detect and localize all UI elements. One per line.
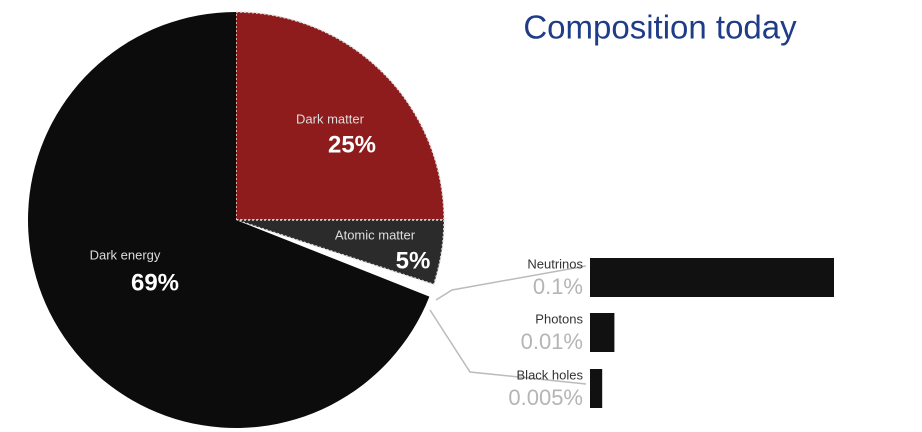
chart-title: Composition today (523, 9, 797, 46)
bar (590, 258, 834, 297)
leader-line (429, 309, 587, 385)
pie-slice (235, 219, 445, 286)
pie-slice (235, 11, 445, 221)
slice-label: Atomic matter (335, 227, 416, 242)
bar-value-label: 0.01% (521, 329, 583, 354)
pie-slice (28, 12, 430, 428)
slice-label: Dark matter (296, 111, 365, 126)
bar-label: Black holes (517, 367, 584, 382)
bar-value-label: 0.005% (508, 385, 583, 410)
slice-value-label: 5% (396, 247, 431, 274)
bar-label: Neutrinos (527, 256, 583, 271)
slice-label: Dark energy (90, 247, 161, 262)
bar-value-label: 0.1% (533, 274, 583, 299)
bar (590, 313, 615, 352)
leader-line (435, 265, 587, 301)
slice-value-label: 69% (131, 269, 179, 296)
bar (590, 369, 603, 408)
slice-value-label: 25% (328, 131, 376, 158)
bar-label: Photons (535, 311, 583, 326)
